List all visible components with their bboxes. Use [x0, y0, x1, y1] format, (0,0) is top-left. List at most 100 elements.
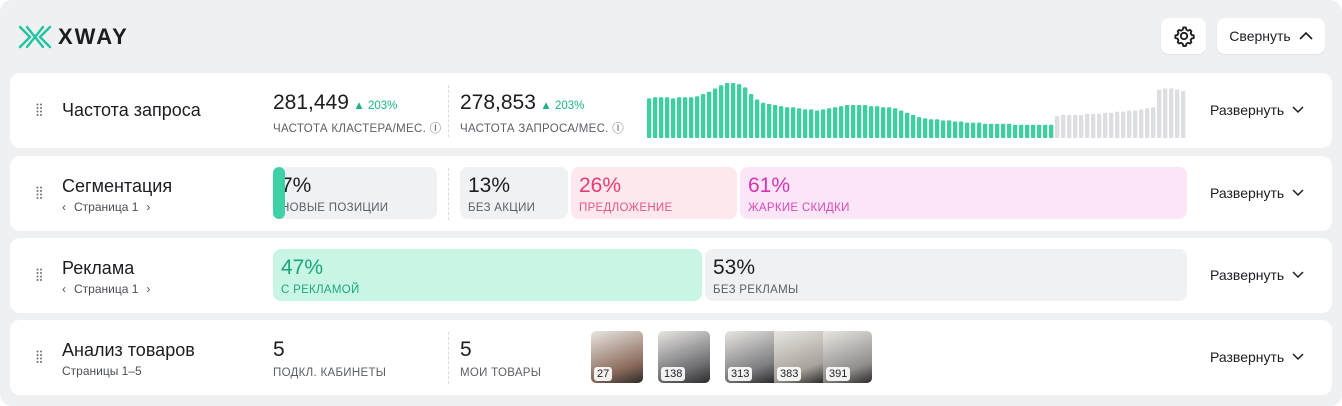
thumbnail-count: 313: [728, 367, 753, 381]
thumbnail-count: 27: [594, 367, 613, 381]
sparkline-bar: [773, 105, 778, 138]
sparkline-bar: [1097, 113, 1102, 138]
metric-label: ЧАСТОТА ЗАПРОСА/МЕС. ⓘ: [460, 123, 625, 135]
sparkline-bar: [1013, 124, 1018, 138]
chevron-down: [1292, 271, 1304, 279]
sparkline-bar: [743, 87, 748, 138]
sparkline-bar: [1019, 124, 1024, 138]
sparkline-bar: [1115, 111, 1120, 138]
pager-label: Страница 1: [74, 200, 139, 214]
segment-label: БЕЗ РЕКЛАМЫ: [713, 284, 799, 296]
sparkline-bar: [677, 97, 682, 138]
sparkline-bar: [1037, 124, 1042, 138]
pager-prev[interactable]: ‹: [62, 200, 66, 214]
ads-card: Реклама ‹ Страница 1 › 47% С РЕКЛАМОЙ 53% БЕ…: [10, 238, 1332, 313]
sparkline-bar: [737, 84, 742, 138]
expand-button[interactable]: Развернуть: [1210, 185, 1304, 201]
sparkline-bar: [1079, 114, 1084, 138]
segment: 47% С РЕКЛАМОЙ: [273, 249, 702, 301]
sparkline-bar: [1181, 90, 1186, 138]
sparkline-bar: [863, 105, 868, 138]
metric-value: 281,449: [273, 91, 349, 114]
sparkline-bar: [767, 103, 772, 138]
sparkline-bar: [869, 106, 874, 138]
sparkline-bar: [659, 97, 664, 138]
sparkline-bar: [929, 119, 934, 138]
settings-button[interactable]: [1161, 18, 1206, 54]
segment: 53% БЕЗ РЕКЛАМЫ: [705, 249, 1187, 301]
frequency-card: Частота запроса 281,449 ▲ 203% ЧАСТОТА К…: [10, 73, 1332, 148]
products-card: Анализ товаров Страницы 1–5 5 ПОДКЛ. КАБИ…: [10, 320, 1332, 395]
segment-label: ЖАРКИЕ СКИДКИ: [748, 202, 850, 214]
logo-text: XWAY: [58, 24, 129, 49]
product-thumbnail[interactable]: 383: [774, 331, 823, 383]
product-thumbnail[interactable]: 27: [591, 331, 643, 383]
segment-value: 7%: [281, 174, 312, 197]
sparkline-bar: [1073, 114, 1078, 138]
collapse-button[interactable]: Свернуть: [1217, 18, 1325, 54]
sparkline-bar: [905, 112, 910, 138]
expand-label: Развернуть: [1210, 349, 1285, 365]
sparkline-bar: [1175, 89, 1180, 138]
sparkline-bar: [1169, 88, 1174, 138]
sparkline-bar: [1121, 111, 1126, 138]
chevron-down: [1292, 353, 1304, 361]
segmentation-card: Сегментация ‹ Страница 1 › 7% НОВЫЕ ПОЗИЦИИ…: [10, 156, 1332, 231]
product-thumbnail[interactable]: 391: [823, 331, 872, 383]
expand-button[interactable]: Развернуть: [1210, 349, 1304, 365]
sparkline-bar: [953, 121, 958, 138]
drag-handle[interactable]: [36, 268, 44, 282]
expand-label: Развернуть: [1210, 102, 1285, 118]
sparkline-bar: [1007, 123, 1012, 138]
sparkline-bar: [935, 119, 940, 138]
pager-next[interactable]: ›: [146, 282, 151, 296]
sparkline-bar: [821, 109, 826, 138]
product-thumbnail[interactable]: 138: [658, 331, 710, 383]
drag-handle[interactable]: [36, 350, 44, 364]
drag-handle[interactable]: [36, 103, 44, 117]
sparkline-bar: [1085, 113, 1090, 138]
sparkline-bar: [797, 108, 802, 138]
segment: 61% ЖАРКИЕ СКИДКИ: [740, 167, 1187, 219]
sparkline-bar: [809, 109, 814, 138]
metric: 5 ПОДКЛ. КАБИНЕТЫ: [273, 338, 386, 379]
sparkline-bar: [959, 121, 964, 138]
sparkline-bar: [803, 109, 808, 138]
sparkline-bar: [899, 110, 904, 138]
metric-change-value: 203%: [554, 100, 585, 112]
sparkline-bar: [749, 94, 754, 138]
segment-value: 61%: [748, 174, 791, 197]
sparkline-bar: [791, 107, 796, 138]
pages-label: Страницы 1–5: [62, 364, 142, 378]
sparkline-bar: [701, 94, 706, 138]
metric-change-value: 203%: [367, 100, 398, 112]
drag-handle[interactable]: [36, 186, 44, 200]
settings-icon: [1173, 26, 1195, 47]
sparkline-bar: [983, 123, 988, 138]
sparkline-bar: [719, 85, 724, 138]
sparkline-bar: [713, 88, 718, 138]
sparkline-bar: [917, 117, 922, 138]
sparkline: [647, 83, 1186, 138]
sparkline-bar: [695, 96, 700, 138]
sparkline-bar: [833, 107, 838, 138]
pager-label: Страница 1: [74, 282, 139, 296]
sparkline-bar: [965, 122, 970, 138]
sparkline-bar: [731, 83, 736, 138]
metric-value: 5: [273, 338, 285, 361]
thumbnail-count: 138: [661, 367, 686, 381]
row-title: Частота запроса: [62, 100, 201, 120]
row-title: Анализ товаров: [62, 340, 195, 360]
sparkline-bar: [755, 99, 760, 138]
divider: [448, 168, 450, 220]
expand-button[interactable]: Развернуть: [1210, 267, 1304, 283]
sparkline-bar: [1049, 124, 1054, 138]
sparkline-bar: [1055, 116, 1060, 138]
sparkline-bar: [779, 106, 784, 138]
segment: 26% ПРЕДЛОЖЕНИЕ: [571, 167, 737, 219]
pager-prev[interactable]: ‹: [62, 282, 66, 296]
product-thumbnail[interactable]: 313: [725, 331, 774, 383]
expand-button[interactable]: Развернуть: [1210, 102, 1304, 118]
pager-next[interactable]: ›: [146, 200, 151, 214]
